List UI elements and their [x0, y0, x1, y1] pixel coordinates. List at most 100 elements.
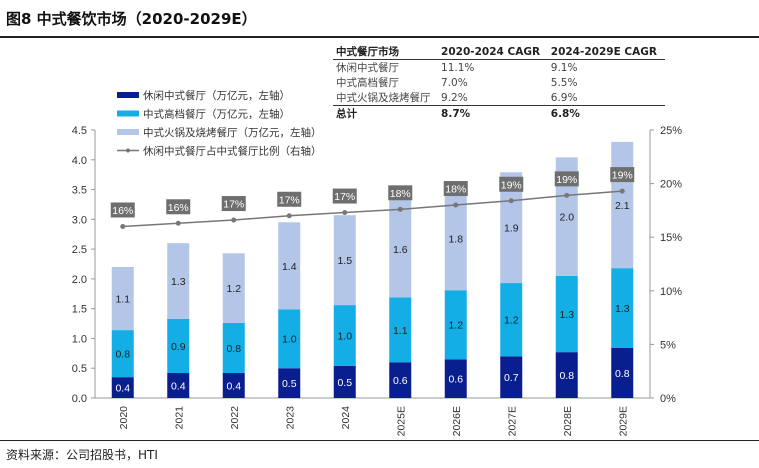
bar-data-label: 0.4	[171, 380, 186, 392]
bar-segment	[444, 290, 467, 360]
table-cell: 8.7%	[438, 105, 548, 121]
table-cell: 7.0%	[441, 76, 468, 89]
ratio-data-label: 19%	[612, 170, 633, 182]
bar-segment	[278, 309, 301, 369]
legend-marker	[126, 148, 130, 153]
bar-segment	[555, 275, 578, 353]
y2-tick-label: 15%	[660, 232, 682, 244]
bar-data-label: 0.7	[504, 372, 519, 384]
ratio-data-label: 16%	[112, 205, 133, 217]
bar-data-label: 1.2	[448, 320, 463, 332]
cagr-table: 中式餐厅市场 2020-2024 CAGR 2024-2029E CAGR 休闲…	[333, 44, 665, 121]
bar-data-label: 1.4	[282, 261, 297, 273]
ratio-point	[342, 210, 348, 216]
y-tick-label: 0.0	[72, 393, 87, 405]
y-tick-label: 1.5	[72, 304, 87, 316]
ratio-label-bg	[221, 196, 246, 212]
bar-data-label: 0.8	[115, 349, 130, 361]
bar-data-label: 0.8	[226, 343, 241, 355]
x-tick-label: 2028E	[562, 406, 574, 436]
bar-data-label: 0.6	[393, 375, 408, 387]
chart: 0.0 0.5 1.0 1.5 2.0 2.5 3.0 3.5 4.0 4.5 0% 5% 10% 15%…	[72, 89, 683, 436]
legend-label: 中式火锅及烧烤餐厅（万亿元，左轴）	[143, 126, 322, 139]
ratio-label-bg	[166, 199, 191, 215]
ratio-data-label: 19%	[501, 179, 522, 191]
bar-data-label: 1.3	[615, 303, 630, 315]
source-note: 资料来源：公司招股书，HTI	[6, 448, 158, 462]
table-row: 休闲中式餐厅 11.1% 9.1%	[333, 60, 665, 76]
table-total-row: 总计 8.7% 6.8%	[333, 105, 665, 121]
figure-title: 图8 中式餐饮市场（2020-2029E）	[6, 10, 257, 28]
bar-data-label: 1.6	[393, 244, 408, 256]
ratio-point	[231, 217, 237, 223]
y-tick-label: 2.0	[72, 274, 87, 286]
table-cell: 中式高档餐厅	[336, 77, 399, 89]
x-tick-label: 2021	[173, 406, 185, 430]
bar-segment	[333, 215, 356, 306]
ratio-point	[120, 223, 126, 229]
bar-segment	[111, 266, 134, 331]
bar-data-label: 2.0	[559, 212, 574, 224]
ratio-point	[175, 220, 181, 226]
bar-data-label: 0.6	[448, 374, 463, 386]
bar-segment	[389, 362, 412, 398]
legend-swatch	[117, 129, 139, 135]
ratio-label-bg	[610, 167, 635, 183]
ratio-label-bg	[277, 191, 302, 207]
ratio-data-label: 16%	[168, 202, 189, 214]
ratio-label-bg	[443, 181, 468, 197]
table-cell: 9.1%	[550, 61, 578, 74]
bar-segment	[555, 157, 578, 276]
ratio-data-label: 18%	[390, 188, 411, 200]
y2-tick-label: 10%	[660, 286, 682, 298]
ratio-line	[122, 190, 623, 228]
bar-segment	[167, 243, 190, 319]
bar-segment	[222, 253, 245, 323]
bar-data-label: 1.0	[337, 330, 352, 342]
x-tick-label: 2026E	[451, 406, 463, 436]
legend-label: 休闲中式餐厅占中式餐厅比例（右轴）	[143, 145, 322, 158]
y2-tick-label: 20%	[660, 179, 682, 191]
x-tick-label: 2022	[229, 406, 241, 430]
bar-segment	[278, 222, 301, 310]
legend-label: 休闲中式餐厅（万亿元，左轴）	[143, 89, 290, 102]
bar-segment	[222, 372, 245, 398]
bar-data-label: 1.9	[504, 223, 519, 235]
bar-data-label: 1.5	[337, 255, 352, 267]
bar-segment	[611, 268, 634, 348]
bar-segment	[444, 359, 467, 398]
bar-segment	[167, 318, 190, 373]
bar-data-label: 1.1	[393, 325, 408, 337]
table-row: 中式高档餐厅 7.0% 5.5%	[333, 75, 665, 90]
ratio-label-bg	[332, 188, 357, 204]
x-tick-label: 2027E	[506, 406, 518, 436]
y2-tick-label: 0%	[660, 393, 676, 405]
ratio-data-label: 17%	[334, 191, 355, 203]
table-cell: 5.5%	[550, 76, 578, 89]
x-tick-label: 2029E	[617, 406, 629, 436]
x-tick-label: 2024	[340, 406, 352, 430]
table-cell: 9.2%	[441, 91, 468, 104]
x-tick-label: 2020	[118, 406, 130, 430]
bar-segment	[389, 200, 412, 298]
legend-swatch	[117, 110, 139, 117]
x-tick-label: 2023	[284, 406, 296, 430]
bar-segment	[333, 365, 356, 398]
y2-tick-label: 5%	[660, 339, 676, 351]
bar-segment	[278, 368, 301, 398]
ratio-label-bg	[388, 185, 413, 201]
legend-swatch	[117, 92, 139, 98]
bar-segment	[500, 356, 523, 398]
ratio-point	[286, 213, 292, 219]
y-tick-label: 4.5	[72, 125, 87, 137]
bar-data-label: 1.3	[171, 276, 186, 288]
bar-segment	[500, 283, 523, 357]
table-cell: 总计	[333, 105, 439, 121]
ratio-label-bg	[110, 202, 135, 218]
bar-data-label: 1.8	[448, 234, 463, 246]
legend-label: 中式高档餐厅（万亿元，左轴）	[143, 108, 290, 121]
table-header: 2024-2029E CAGR	[547, 44, 665, 60]
bar-segment	[444, 187, 467, 291]
table-cell: 6.9%	[550, 91, 578, 104]
